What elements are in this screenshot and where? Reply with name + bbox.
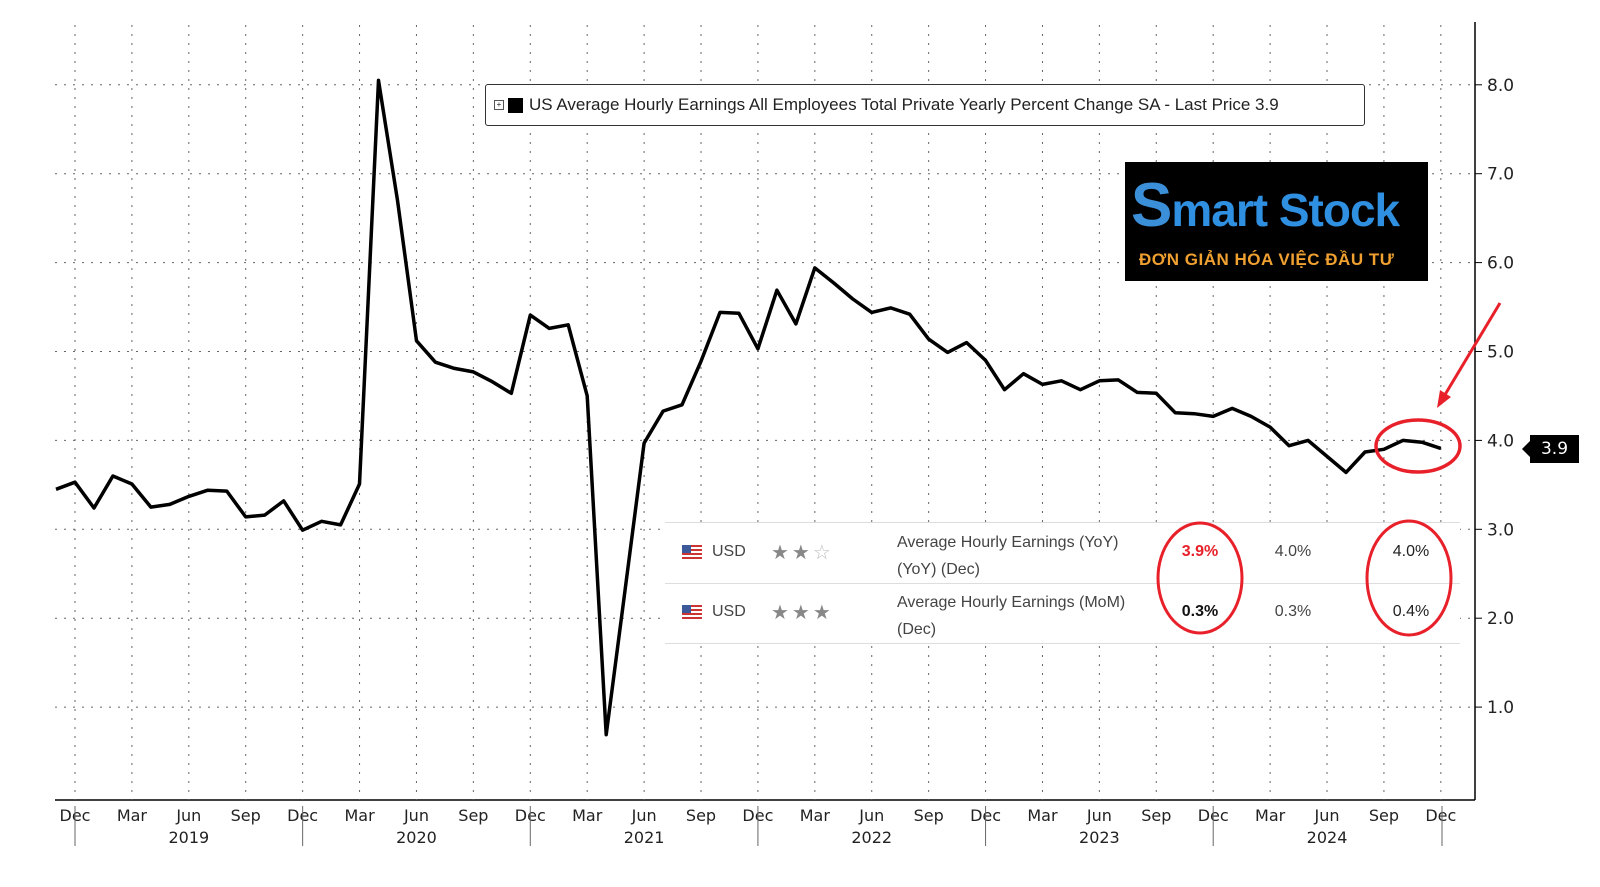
previous-value: 0.4% (1392, 603, 1430, 620)
x-tick-label: Jun (1314, 806, 1340, 825)
x-tick-label: Mar (344, 806, 375, 825)
smart-stock-logo: Smart Stock ĐƠN GIẢN HÓA VIỆC ĐẦU TƯ (1125, 162, 1428, 281)
x-tick-label: Mar (572, 806, 603, 825)
legend: + US Average Hourly Earnings All Employee… (485, 84, 1365, 126)
us-flag-icon (682, 605, 702, 619)
y-tick-label: 3.0 (1487, 520, 1514, 540)
table-row: USD ★★☆ Average Hourly Earnings (YoY) (Yo… (665, 523, 1460, 584)
x-tick-label: Sep (1141, 806, 1171, 825)
x-tick-label: Sep (458, 806, 488, 825)
y-tick-label: 7.0 (1487, 165, 1514, 185)
event-name: Average Hourly Earnings (YoY) (YoY) (Dec) (897, 534, 1119, 578)
x-tick-label: Sep (1369, 806, 1399, 825)
previous-value: 4.0% (1392, 543, 1430, 560)
x-tick-label: Jun (1086, 806, 1112, 825)
actual-value: 3.9% (1181, 543, 1219, 560)
y-tick-label: 5.0 (1487, 343, 1514, 363)
series-line (55, 78, 1442, 737)
x-tick-label: Jun (175, 806, 201, 825)
x-tick-label: Mar (1255, 806, 1286, 825)
x-tick-label: Mar (1027, 806, 1058, 825)
forecast-value: 0.3% (1274, 603, 1312, 620)
year-label: 2019 (168, 828, 209, 847)
y-tick-label: 1.0 (1487, 698, 1514, 718)
y-tick-label: 4.0 (1487, 431, 1514, 451)
last-price-badge: 3.9 (1522, 435, 1579, 463)
year-label: 2022 (851, 828, 892, 847)
y-tick-label: 2.0 (1487, 609, 1514, 629)
table-row: USD ★★★ Average Hourly Earnings (MoM) (De… (665, 583, 1460, 644)
x-tick-label: Mar (800, 806, 831, 825)
x-tick-label: Jun (403, 806, 429, 825)
y-tick-label: 6.0 (1487, 254, 1514, 274)
currency: USD (712, 543, 746, 560)
y-tick-label: 8.0 (1487, 76, 1514, 96)
event-name: Average Hourly Earnings (MoM) (Dec) (897, 594, 1126, 638)
x-tick-label: Dec (1425, 806, 1456, 825)
expand-icon[interactable]: + (494, 100, 504, 110)
x-tick-label: Sep (914, 806, 944, 825)
legend-swatch (508, 97, 523, 113)
year-label: 2024 (1307, 828, 1348, 847)
importance-stars: ★★★ (771, 602, 834, 624)
x-tick-label: Jun (858, 806, 884, 825)
year-label: 2020 (396, 828, 437, 847)
year-label: 2021 (624, 828, 665, 847)
x-tick-label: Jun (631, 806, 657, 825)
year-label: 2023 (1079, 828, 1120, 847)
importance-stars: ★★☆ (771, 542, 834, 564)
x-tick-label: Sep (686, 806, 716, 825)
x-tick-label: Mar (117, 806, 148, 825)
legend-label: US Average Hourly Earnings All Employees… (529, 95, 1279, 114)
forecast-value: 4.0% (1274, 543, 1312, 560)
us-flag-icon (682, 545, 702, 559)
x-tick-label: Sep (231, 806, 261, 825)
actual-value: 0.3% (1181, 603, 1219, 620)
economic-calendar-table: USD ★★☆ Average Hourly Earnings (YoY) (Yo… (665, 522, 1460, 644)
currency: USD (712, 603, 746, 620)
